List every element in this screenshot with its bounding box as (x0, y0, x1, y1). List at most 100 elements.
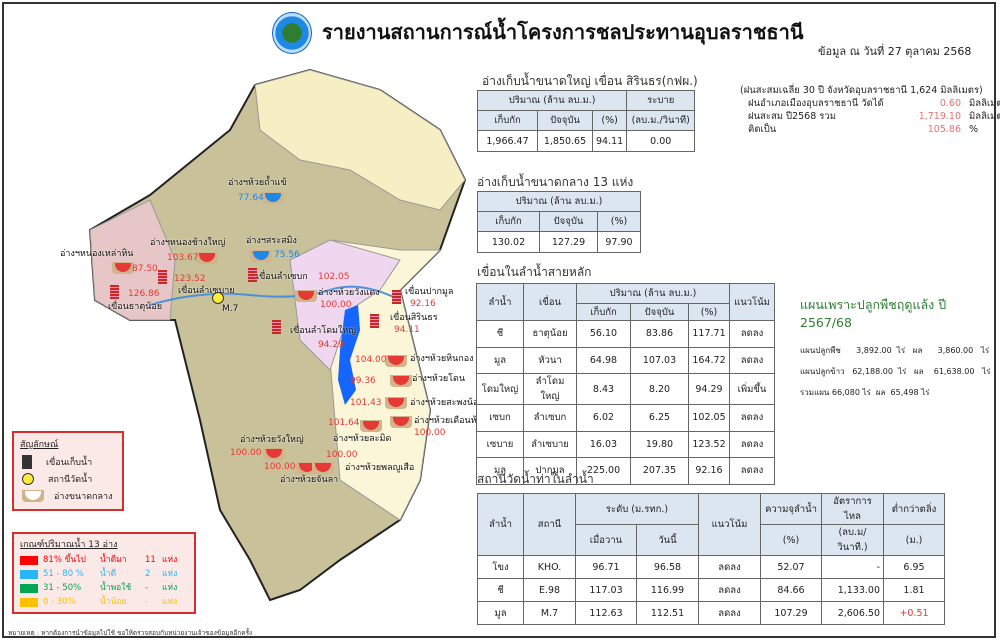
map-value: 99.36 (350, 376, 376, 386)
map-label[interactable]: เขื่อนลำเซบก (256, 272, 308, 282)
map-value: 100.00 (326, 450, 358, 460)
map-value: 77.64 (238, 193, 264, 203)
criteria-item: 0 - 30% น้ำน้อย - แห่ง (20, 596, 182, 609)
map-label[interactable]: อ่างฯห้วยวังใหญ่ (240, 435, 304, 445)
criteria-legend: เกณฑ์ปริมาณน้ำ 13 อ่าง 81% ขึ้นไป น้ำดีมา… (12, 532, 196, 614)
reservoir-icon (390, 375, 412, 387)
map-label[interactable]: อ่างฯห้วยหินกอง (410, 354, 474, 364)
map-value: 104.00 (355, 355, 387, 365)
stations-title: สถานีวัดน้ำท่าในลำน้ำ (477, 472, 594, 486)
dam-icon (272, 320, 281, 334)
map-region-center (289, 239, 401, 371)
station-icon (22, 473, 34, 485)
plan-row: แผนปลูกข้าว 62,188.00 ไร่ ผล 61,638.00 ไ… (800, 367, 991, 376)
dam-icon (158, 270, 167, 284)
plan-title: แผนเพราะปลูกพืชฤดูแล้ง ปี 2567/68 (800, 297, 947, 330)
medium-reservoirs-title: อ่างเก็บน้ำขนาดกลาง 13 แห่ง (477, 175, 634, 189)
map-label[interactable]: อ่างฯหนองช้างใหญ่ (150, 238, 226, 248)
color-swatch (20, 598, 38, 607)
large-reservoir-table: ปริมาณ (ล้าน ลบ.ม.) ระบาย เก็บกัก ปัจจุบัน… (476, 90, 696, 152)
dam-icon (370, 314, 379, 328)
province-map (88, 68, 467, 602)
reservoir-icon (112, 262, 134, 274)
rain-row: คิดเป็น 105.86% (748, 124, 979, 135)
legend-dam: เขื่อนเก็บน้ำ (22, 455, 114, 469)
rainfall-panel: (ฝนสะสมเฉลี่ย 30 ปี จังหวัดอุบลราชธานี 1… (740, 84, 1000, 136)
reservoir-icon (360, 420, 382, 432)
map-label[interactable]: อ่างฯห้วยพลญูเสือ (345, 463, 415, 473)
dam-icon (110, 285, 119, 299)
reservoir-icon (250, 250, 272, 262)
map-label[interactable]: อ่างฯห้วยวังแดง (318, 288, 380, 298)
table-row: โขง KHO. 96.71 96.58 ลดลง 52.07-6.95 (477, 555, 945, 579)
reservoir-icon (263, 448, 285, 460)
map-value: 100.00 (230, 448, 262, 458)
legend-reservoir: อ่างขนาดกลาง (22, 489, 114, 503)
table-row: เซบาย ลำเซบาย 16.03 19.80 123.52 ลดลง (476, 430, 775, 458)
reservoir-icon (22, 490, 44, 502)
map-value: 103.67 (167, 253, 199, 263)
color-swatch (20, 584, 38, 593)
map-label[interactable]: M.7 (222, 304, 239, 314)
table-row: ชี E.98 117.03 116.99 ลดลง 84.66 1,133.00 1.81 (477, 578, 945, 602)
rain-row: ฝนอำเภอเมืองอุบลราชธานี วัดได้ 0.60 มิลลิเ… (748, 98, 1000, 109)
criteria-item: 31 - 50% น้ำพอใช้ - แห่ง (20, 582, 182, 595)
reservoir-icon (262, 192, 284, 204)
dam-icon (22, 455, 32, 469)
legend-station: สถานีวัดน้ำ (22, 472, 114, 486)
plan-row: แผนปลูกพืช 3,892.00 ไร่ ผล 3,860.00 ไร่ (800, 346, 990, 355)
map-label[interactable]: เขื่อนสิรินธร (390, 313, 438, 323)
map-label[interactable]: อ่างฯหนองเหล่าหิน (60, 249, 134, 259)
map-label[interactable]: อ่างฯสระสมิง (246, 236, 297, 246)
reservoir-icon (390, 416, 412, 428)
map-label[interactable]: เขื่อนลำเซบาย (178, 286, 235, 296)
station-icon (212, 292, 224, 304)
map-value: 126.86 (128, 289, 160, 299)
map-label[interactable]: อ่างฯห้วยโดน (412, 374, 465, 384)
map-region-north (254, 69, 466, 211)
reservoir-icon (385, 397, 407, 409)
table-row: มูล M.7 112.63 112.51 ลดลง 107.29 2,606.50 +0.5… (477, 601, 945, 625)
map-label[interactable]: อ่างฯห้วยเดือนห้า (414, 416, 482, 426)
map-value: 100.00 (320, 300, 352, 310)
color-swatch (20, 570, 38, 579)
map-label[interactable]: อ่างฯห้วยสะพงน้อย (410, 398, 484, 408)
dam-icon (248, 268, 257, 282)
rid-logo (272, 12, 312, 54)
map-value: 101.64 (328, 418, 360, 428)
mun-river (149, 285, 401, 306)
footnote: หมายเหตุ : หากต้องการนำข้อมูลไปใช้ ขอให้… (8, 629, 253, 637)
map-value: 100.00 (264, 462, 296, 472)
color-swatch (20, 556, 38, 565)
reservoir-icon (385, 355, 407, 367)
map-value: 100.00 (414, 428, 446, 438)
sirindhorn-reservoir (338, 305, 360, 405)
map-label[interactable]: เขื่อนปากมูล (405, 287, 454, 297)
map-label[interactable]: อ่างฯห้วยจันลา (280, 475, 339, 485)
map-value: 123.52 (174, 274, 206, 284)
map-label[interactable]: เขื่อนธาตุน้อย (108, 302, 163, 312)
plan-row: รวมแผน 66,080 ไร่ ผล 65,498 ไร่ (800, 388, 930, 397)
table-row: ชี ธาตุน้อย 56.10 83.86 117.71 ลดลง (476, 320, 775, 348)
map-value: 94.11 (394, 325, 420, 335)
map-value: 87.50 (132, 264, 158, 274)
table-row: มูล หัวนา 64.98 107.03 164.72 ลดลง (476, 346, 775, 374)
map-value: 101.43 (350, 398, 382, 408)
map-label[interactable]: อ่างฯห้วยละมิด (333, 434, 392, 444)
table-row: โดมใหญ่ ลำโดมใหญ่ 8.43 8.20 94.29 เพิ่มขึ้น (476, 373, 775, 405)
large-reservoir-title: อ่างเก็บน้ำขนาดใหญ่ เขื่อน สิรินธร(กฟผ.) (482, 74, 698, 88)
map-label[interactable]: อ่างฯห้วยถ้ำแข้ (228, 178, 287, 188)
table-row: เซบก ลำเซบก 6.02 6.25 102.05 ลดลง (476, 404, 775, 432)
rain-average: (ฝนสะสมเฉลี่ย 30 ปี จังหวัดอุบลราชธานี 1… (740, 85, 983, 96)
reservoir-icon (295, 290, 317, 302)
main-dams-table: ลำน้ำ เขื่อน ปริมาณ (ล้าน ลบ.ม.) แนวโน้ม เก… (476, 283, 775, 485)
map-label[interactable]: เขื่อนลำโดมใหญ่ (290, 326, 356, 336)
map-value: 102.05 (318, 272, 350, 282)
medium-reservoirs-table: ปริมาณ (ล้าน ลบ.ม.) เก็บกัก ปัจจุบัน (%) 1… (477, 191, 641, 253)
reservoir-icon (196, 252, 218, 264)
map-value: 94.29 (318, 340, 344, 350)
map-value: 75.56 (274, 250, 300, 260)
dam-icon (392, 290, 401, 304)
